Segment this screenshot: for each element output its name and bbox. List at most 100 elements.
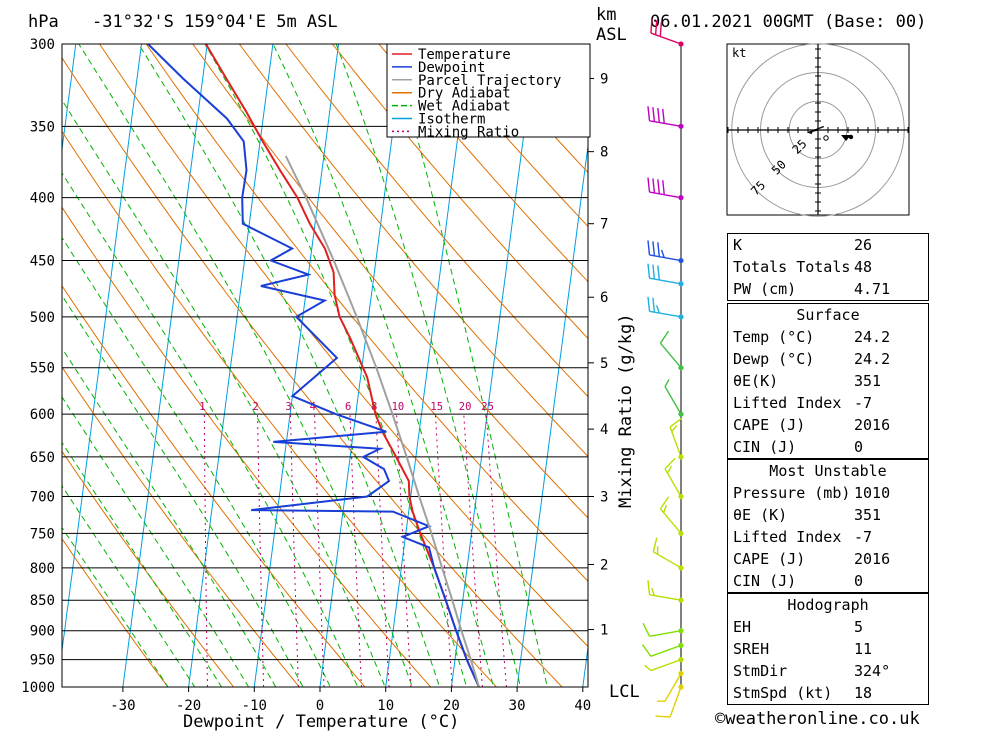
lcl-label: LCL xyxy=(609,682,640,702)
mixing-ratio-line xyxy=(289,414,299,687)
hodograph-indices-box: Hodograph EH 5 SREH 11 StmDir 324° StmSpd (… xyxy=(727,593,929,705)
temp-tick-label: 20 xyxy=(443,698,460,714)
wet-adiabat-line xyxy=(78,44,413,687)
wind-barb-shaft xyxy=(664,673,682,702)
mixing-ratio-label: 4 xyxy=(310,401,316,413)
dry-adiabat-line xyxy=(238,44,588,458)
surface-title: Surface xyxy=(796,306,860,324)
wind-barb-feather xyxy=(652,537,658,552)
wind-barb-shaft xyxy=(649,630,682,637)
dewpoint-line xyxy=(147,44,480,687)
wind-barb-shaft xyxy=(649,120,682,128)
dry-adiabat-line xyxy=(62,56,563,687)
most-unstable-box: Most Unstable Pressure (mb) 1010 θE (K) 35… xyxy=(727,459,929,593)
wind-barb-feather xyxy=(647,177,651,193)
dry-adiabat-line xyxy=(62,206,432,687)
plot-frame xyxy=(61,43,589,688)
wind-barb-shaft xyxy=(649,191,682,199)
wind-barb-feather xyxy=(652,178,656,194)
wind-barb-shaft xyxy=(649,277,682,285)
mixing-ratio-line xyxy=(375,414,390,687)
wind-barb-feather xyxy=(652,264,656,280)
km-tick-label: 6 xyxy=(600,290,608,306)
dry-adiabat-line xyxy=(62,537,169,687)
index-row-k: K 26 xyxy=(733,236,873,254)
wet-adiabat-line xyxy=(62,99,386,687)
surface-row: CAPE (J) 2016 xyxy=(733,416,891,434)
mixing-ratio-line xyxy=(203,414,208,687)
legend-entry: Parcel Trajectory xyxy=(418,73,561,89)
index-row-totals: Totals Totals 48 xyxy=(733,258,873,276)
pressure-tick-label: 650 xyxy=(30,450,55,466)
hodograph-row: StmSpd (kt) 18 xyxy=(733,684,873,702)
wind-barb-feather xyxy=(664,379,670,387)
mixing-ratio-axis-label: Mixing Ratio (g/kg) xyxy=(616,314,636,508)
surface-row: CIN (J) 0 xyxy=(733,438,864,456)
wind-barb-shaft xyxy=(650,658,682,672)
km-tick-label: 5 xyxy=(600,356,608,372)
axes: 3003504004505005506006507007508008509009… xyxy=(21,37,608,714)
wet-adiabat-line xyxy=(62,441,223,687)
background-lines xyxy=(62,44,588,687)
wind-level-dot xyxy=(678,597,684,603)
datetime-title: 06.01.2021 00GMT (Base: 00) xyxy=(650,12,926,32)
dry-adiabat-line xyxy=(62,366,300,687)
wind-barb-feather xyxy=(659,330,670,344)
wind-barb-feather xyxy=(650,18,653,34)
mixing-ratio-label: 25 xyxy=(481,401,494,413)
indices-top-box: K 26 Totals Totals 48 PW (cm) 4.71 xyxy=(727,233,929,301)
most-unstable-row: CIN (J) 0 xyxy=(733,572,864,590)
wind-barb-shaft xyxy=(650,644,682,657)
isotherm-line xyxy=(62,44,143,655)
wind-barb-shaft xyxy=(664,386,682,415)
wind-barb-feather xyxy=(652,241,656,256)
wind-barb-shaft xyxy=(650,32,682,45)
temp-tick-label: 10 xyxy=(377,698,394,714)
wind-barb-feather xyxy=(659,496,670,510)
km-tick-label: 1 xyxy=(600,623,608,639)
wind-barb-shaft xyxy=(652,551,682,569)
wet-adiabat-line xyxy=(62,172,359,687)
wet-adiabat-line xyxy=(137,44,441,687)
legend-entry: Dry Adiabat xyxy=(418,86,511,102)
wind-barb-feather xyxy=(660,249,665,258)
sounding-series xyxy=(147,44,480,687)
wind-barb-shaft xyxy=(659,508,682,534)
wind-barb-feather xyxy=(655,715,671,718)
temp-tick-label: 40 xyxy=(574,698,591,714)
mixing-ratio-line xyxy=(434,414,453,687)
temp-tick-label: 30 xyxy=(509,698,526,714)
most-unstable-row: Pressure (mb) 1010 xyxy=(733,484,891,502)
wind-barb-feather xyxy=(662,180,665,195)
wind-barb-feather xyxy=(669,417,683,428)
km-tick-label: 7 xyxy=(600,217,608,233)
location-title: -31°32'S 159°04'E 5m ASL xyxy=(92,12,338,32)
mixing-ratio-label: 15 xyxy=(430,401,443,413)
temp-tick-label: 0 xyxy=(316,698,324,714)
wind-barbs xyxy=(641,18,684,718)
wind-barb-feather xyxy=(652,297,656,313)
wind-barb-shaft xyxy=(649,310,682,318)
dry-adiabat-line xyxy=(145,44,588,582)
mixing-ratio-label: 2 xyxy=(253,401,259,413)
wind-barb-feather xyxy=(652,107,656,122)
dry-adiabat-line xyxy=(192,44,588,519)
legend-entry: Wet Adiabat xyxy=(418,99,511,115)
km-unit-label: km xyxy=(596,5,616,25)
wet-adiabat-line xyxy=(62,485,196,687)
hodograph-row: StmDir 324° xyxy=(733,662,891,680)
isotherm-line xyxy=(516,142,588,687)
wind-barb-feather xyxy=(647,106,651,121)
parcel-trajectory-line xyxy=(284,155,480,687)
wind-barb-feather xyxy=(664,457,676,470)
mixing-ratio-line xyxy=(396,414,412,687)
wind-barb-feather xyxy=(651,587,656,596)
most-unstable-row: Lifted Index -7 xyxy=(733,528,873,546)
hodograph-storm-motion-dot xyxy=(848,134,854,140)
pressure-unit-label: hPa xyxy=(28,12,59,32)
wind-barb-feather xyxy=(657,107,661,123)
isotherm-line xyxy=(122,44,208,687)
hodograph-row: SREH 11 xyxy=(733,640,873,658)
